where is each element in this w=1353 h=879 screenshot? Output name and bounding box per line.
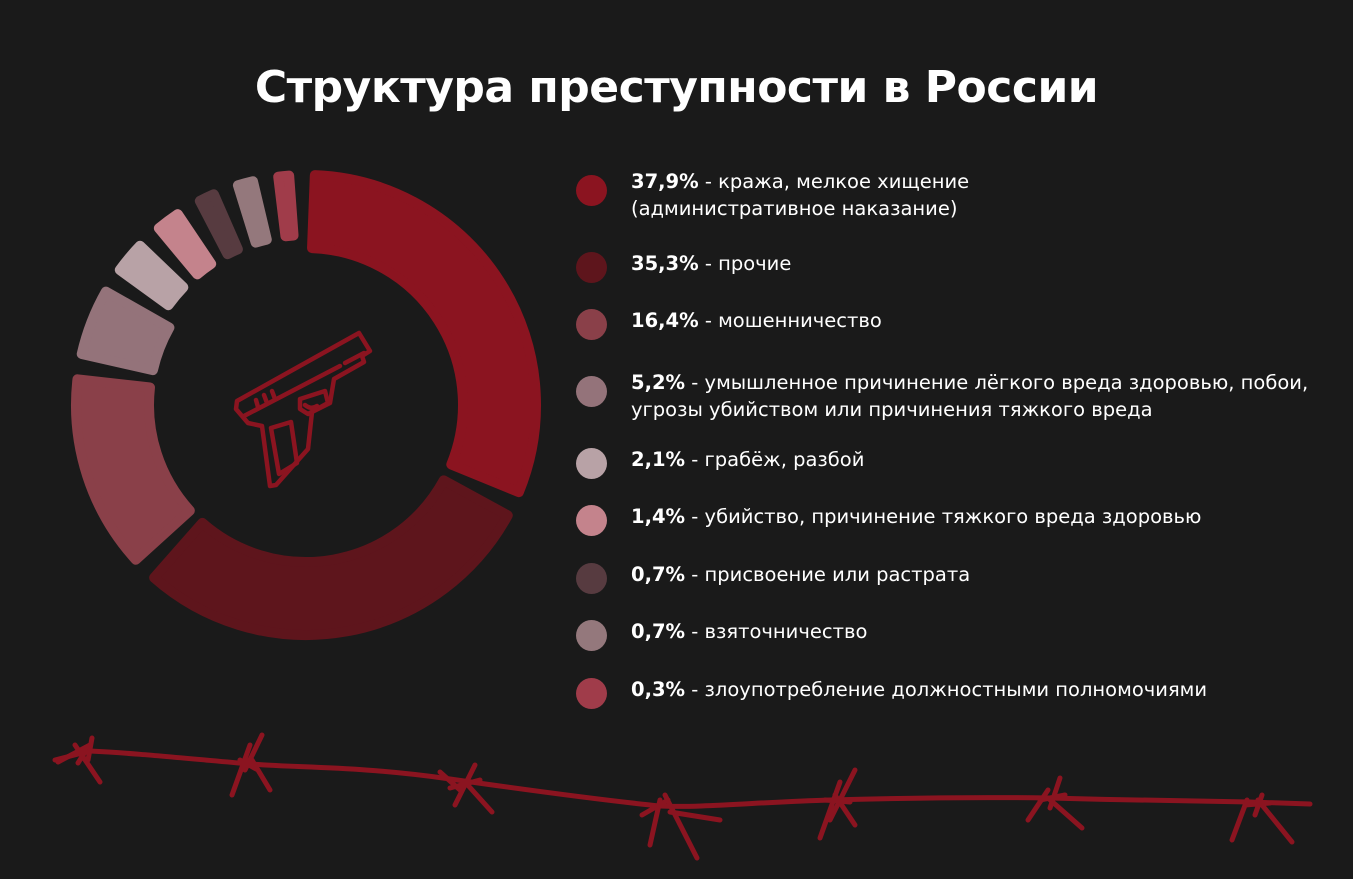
- donut-slice: [273, 170, 299, 242]
- donut-slice: [307, 170, 541, 498]
- legend-item: 0,7% - взяточничество: [576, 620, 1336, 651]
- legend-item: 5,2% - умышленное причинение лёгкого вре…: [576, 369, 1336, 423]
- donut-slice: [149, 475, 513, 640]
- donut-chart: [71, 170, 541, 640]
- legend-swatch: [576, 252, 607, 283]
- chart-title: Структура преступности в России: [254, 62, 1099, 113]
- donut-slice: [76, 286, 175, 376]
- legend-value: 35,3%: [631, 252, 699, 275]
- legend-swatch: [576, 376, 607, 407]
- legend-value: 0,7%: [631, 563, 686, 586]
- legend-item: 2,1% - грабёж, разбой: [576, 448, 1336, 479]
- legend-item: 37,9% - кража, мелкое хищение (администр…: [576, 168, 1336, 222]
- legend-swatch: [576, 678, 607, 709]
- legend-swatch: [576, 309, 607, 340]
- legend-label: 5,2% - умышленное причинение лёгкого вре…: [631, 371, 1309, 421]
- legend-value: 37,9%: [631, 170, 699, 193]
- legend-label: 2,1% - грабёж, разбой: [631, 448, 865, 471]
- legend-label: 0,7% - присвоение или растрата: [631, 563, 971, 586]
- donut-slice: [153, 209, 217, 280]
- legend-swatch: [576, 563, 607, 594]
- legend-value: 0,3%: [631, 678, 686, 701]
- pistol-icon: [233, 330, 373, 489]
- legend-swatch: [576, 505, 607, 536]
- legend-value: 16,4%: [631, 309, 699, 332]
- legend-item: 0,3% - злоупотребление должностными полн…: [576, 678, 1336, 709]
- donut-slice: [114, 240, 189, 311]
- legend-item: 1,4% - убийство, причинение тяжкого вред…: [576, 505, 1336, 536]
- legend-label: 35,3% - прочие: [631, 252, 792, 275]
- legend-value: 5,2%: [631, 371, 686, 394]
- legend-label: 37,9% - кража, мелкое хищение (администр…: [631, 170, 970, 220]
- legend-swatch: [576, 620, 607, 651]
- legend-label: 16,4% - мошенничество: [631, 309, 882, 332]
- legend-label: 0,7% - взяточничество: [631, 620, 868, 643]
- donut-slice: [232, 176, 272, 248]
- legend-value: 0,7%: [631, 620, 686, 643]
- legend-swatch: [576, 448, 607, 479]
- legend-item: 35,3% - прочие: [576, 252, 1336, 283]
- legend-value: 2,1%: [631, 448, 686, 471]
- legend-swatch: [576, 175, 607, 206]
- legend-item: 0,7% - присвоение или растрата: [576, 563, 1336, 594]
- legend-label: 1,4% - убийство, причинение тяжкого вред…: [631, 505, 1202, 528]
- legend-label: 0,3% - злоупотребление должностными полн…: [631, 678, 1208, 701]
- donut-slice: [194, 189, 243, 260]
- donut-slice: [71, 374, 195, 565]
- legend-item: 16,4% - мошенничество: [576, 309, 1336, 340]
- legend-value: 1,4%: [631, 505, 686, 528]
